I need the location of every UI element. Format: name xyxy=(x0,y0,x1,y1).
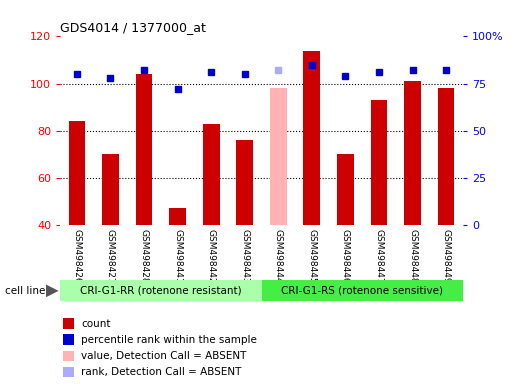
Bar xyxy=(270,88,287,225)
Text: rank, Detection Call = ABSENT: rank, Detection Call = ABSENT xyxy=(81,367,242,377)
Text: CRI-G1-RR (rotenone resistant): CRI-G1-RR (rotenone resistant) xyxy=(80,286,242,296)
Text: GSM498442: GSM498442 xyxy=(207,229,215,284)
Polygon shape xyxy=(46,285,59,297)
Text: GSM498441: GSM498441 xyxy=(173,229,182,284)
Bar xyxy=(135,74,152,225)
Text: GSM498446: GSM498446 xyxy=(341,229,350,284)
Bar xyxy=(371,100,388,225)
Text: value, Detection Call = ABSENT: value, Detection Call = ABSENT xyxy=(81,351,246,361)
Text: GSM498449: GSM498449 xyxy=(441,229,451,284)
Bar xyxy=(303,51,320,225)
Text: GSM498444: GSM498444 xyxy=(274,229,283,284)
Text: GSM498448: GSM498448 xyxy=(408,229,417,284)
Text: cell line: cell line xyxy=(5,286,46,296)
Bar xyxy=(438,88,454,225)
Bar xyxy=(102,154,119,225)
Text: GSM498445: GSM498445 xyxy=(308,229,316,284)
Bar xyxy=(236,140,253,225)
Text: GDS4014 / 1377000_at: GDS4014 / 1377000_at xyxy=(60,21,206,34)
Bar xyxy=(337,154,354,225)
Text: GSM498447: GSM498447 xyxy=(374,229,383,284)
Bar xyxy=(262,280,463,301)
Text: GSM498443: GSM498443 xyxy=(240,229,249,284)
Text: GSM498426: GSM498426 xyxy=(72,229,82,284)
Text: count: count xyxy=(81,319,110,329)
Text: GSM498427: GSM498427 xyxy=(106,229,115,284)
Text: CRI-G1-RS (rotenone sensitive): CRI-G1-RS (rotenone sensitive) xyxy=(281,286,443,296)
Text: percentile rank within the sample: percentile rank within the sample xyxy=(81,335,257,345)
Bar xyxy=(169,208,186,225)
Bar xyxy=(60,280,262,301)
Text: GSM498428: GSM498428 xyxy=(140,229,149,284)
Bar xyxy=(203,124,220,225)
Bar xyxy=(69,121,85,225)
Bar xyxy=(404,81,421,225)
